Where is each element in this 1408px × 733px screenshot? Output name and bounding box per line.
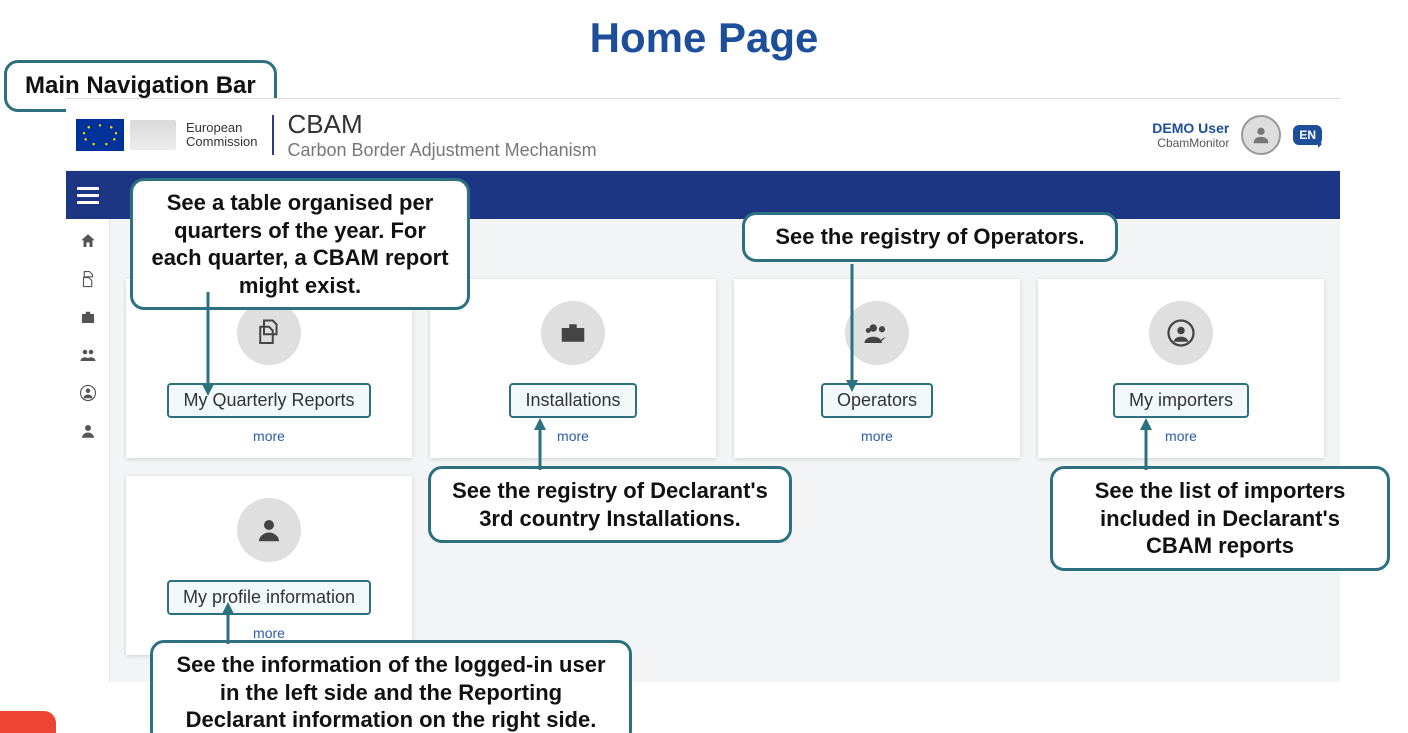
- card-profile-title: My profile information: [167, 580, 371, 615]
- card-importers[interactable]: My importers more: [1038, 279, 1324, 458]
- card-importers-more[interactable]: more: [1165, 428, 1197, 444]
- card-profile[interactable]: My profile information more: [126, 476, 412, 655]
- callout-reports: See a table organised per quarters of th…: [130, 178, 470, 310]
- callout-profile: See the information of the logged-in use…: [150, 640, 632, 733]
- sidebar-item-operators[interactable]: [70, 339, 106, 371]
- ec-building-icon: [130, 120, 176, 150]
- ec-logo: European Commission: [76, 119, 258, 151]
- card-reports-more[interactable]: more: [253, 428, 285, 444]
- docs-icon: [237, 301, 301, 365]
- red-corner-tab: [0, 711, 56, 733]
- sidebar-item-installations[interactable]: [70, 301, 106, 333]
- card-installations-title: Installations: [509, 383, 636, 418]
- header-divider: [272, 115, 274, 155]
- app-title: CBAM: [288, 109, 597, 140]
- avatar-icon[interactable]: [1241, 115, 1281, 155]
- card-importers-title: My importers: [1113, 383, 1249, 418]
- app-header: European Commission CBAM Carbon Border A…: [66, 99, 1340, 171]
- user-info: DEMO User CbamMonitor: [1152, 120, 1229, 150]
- card-operators-title: Operators: [821, 383, 933, 418]
- card-profile-more[interactable]: more: [253, 625, 285, 641]
- briefcase-icon: [541, 301, 605, 365]
- callout-importers: See the list of importers included in De…: [1050, 466, 1390, 571]
- callout-operators: See the registry of Operators.: [742, 212, 1118, 262]
- eu-flag-icon: [76, 119, 124, 151]
- sidebar-item-home[interactable]: [70, 225, 106, 257]
- slide-title: Home Page: [0, 0, 1408, 62]
- card-reports-title: My Quarterly Reports: [167, 383, 370, 418]
- ec-org-text: European Commission: [186, 121, 258, 148]
- sidebar-item-profile[interactable]: [70, 415, 106, 447]
- sidebar-item-reports[interactable]: [70, 263, 106, 295]
- hamburger-icon[interactable]: [66, 171, 110, 219]
- sidebar: [66, 219, 110, 682]
- card-installations-more[interactable]: more: [557, 428, 589, 444]
- callout-installations: See the registry of Declarant's 3rd coun…: [428, 466, 792, 543]
- person-icon: [237, 498, 301, 562]
- card-installations[interactable]: Installations more: [430, 279, 716, 458]
- language-badge[interactable]: EN: [1293, 125, 1322, 145]
- card-operators[interactable]: Operators more: [734, 279, 1020, 458]
- sidebar-item-importers[interactable]: [70, 377, 106, 409]
- user-circle-icon: [1149, 301, 1213, 365]
- app-subtitle: Carbon Border Adjustment Mechanism: [288, 140, 597, 161]
- group-icon: [845, 301, 909, 365]
- card-operators-more[interactable]: more: [861, 428, 893, 444]
